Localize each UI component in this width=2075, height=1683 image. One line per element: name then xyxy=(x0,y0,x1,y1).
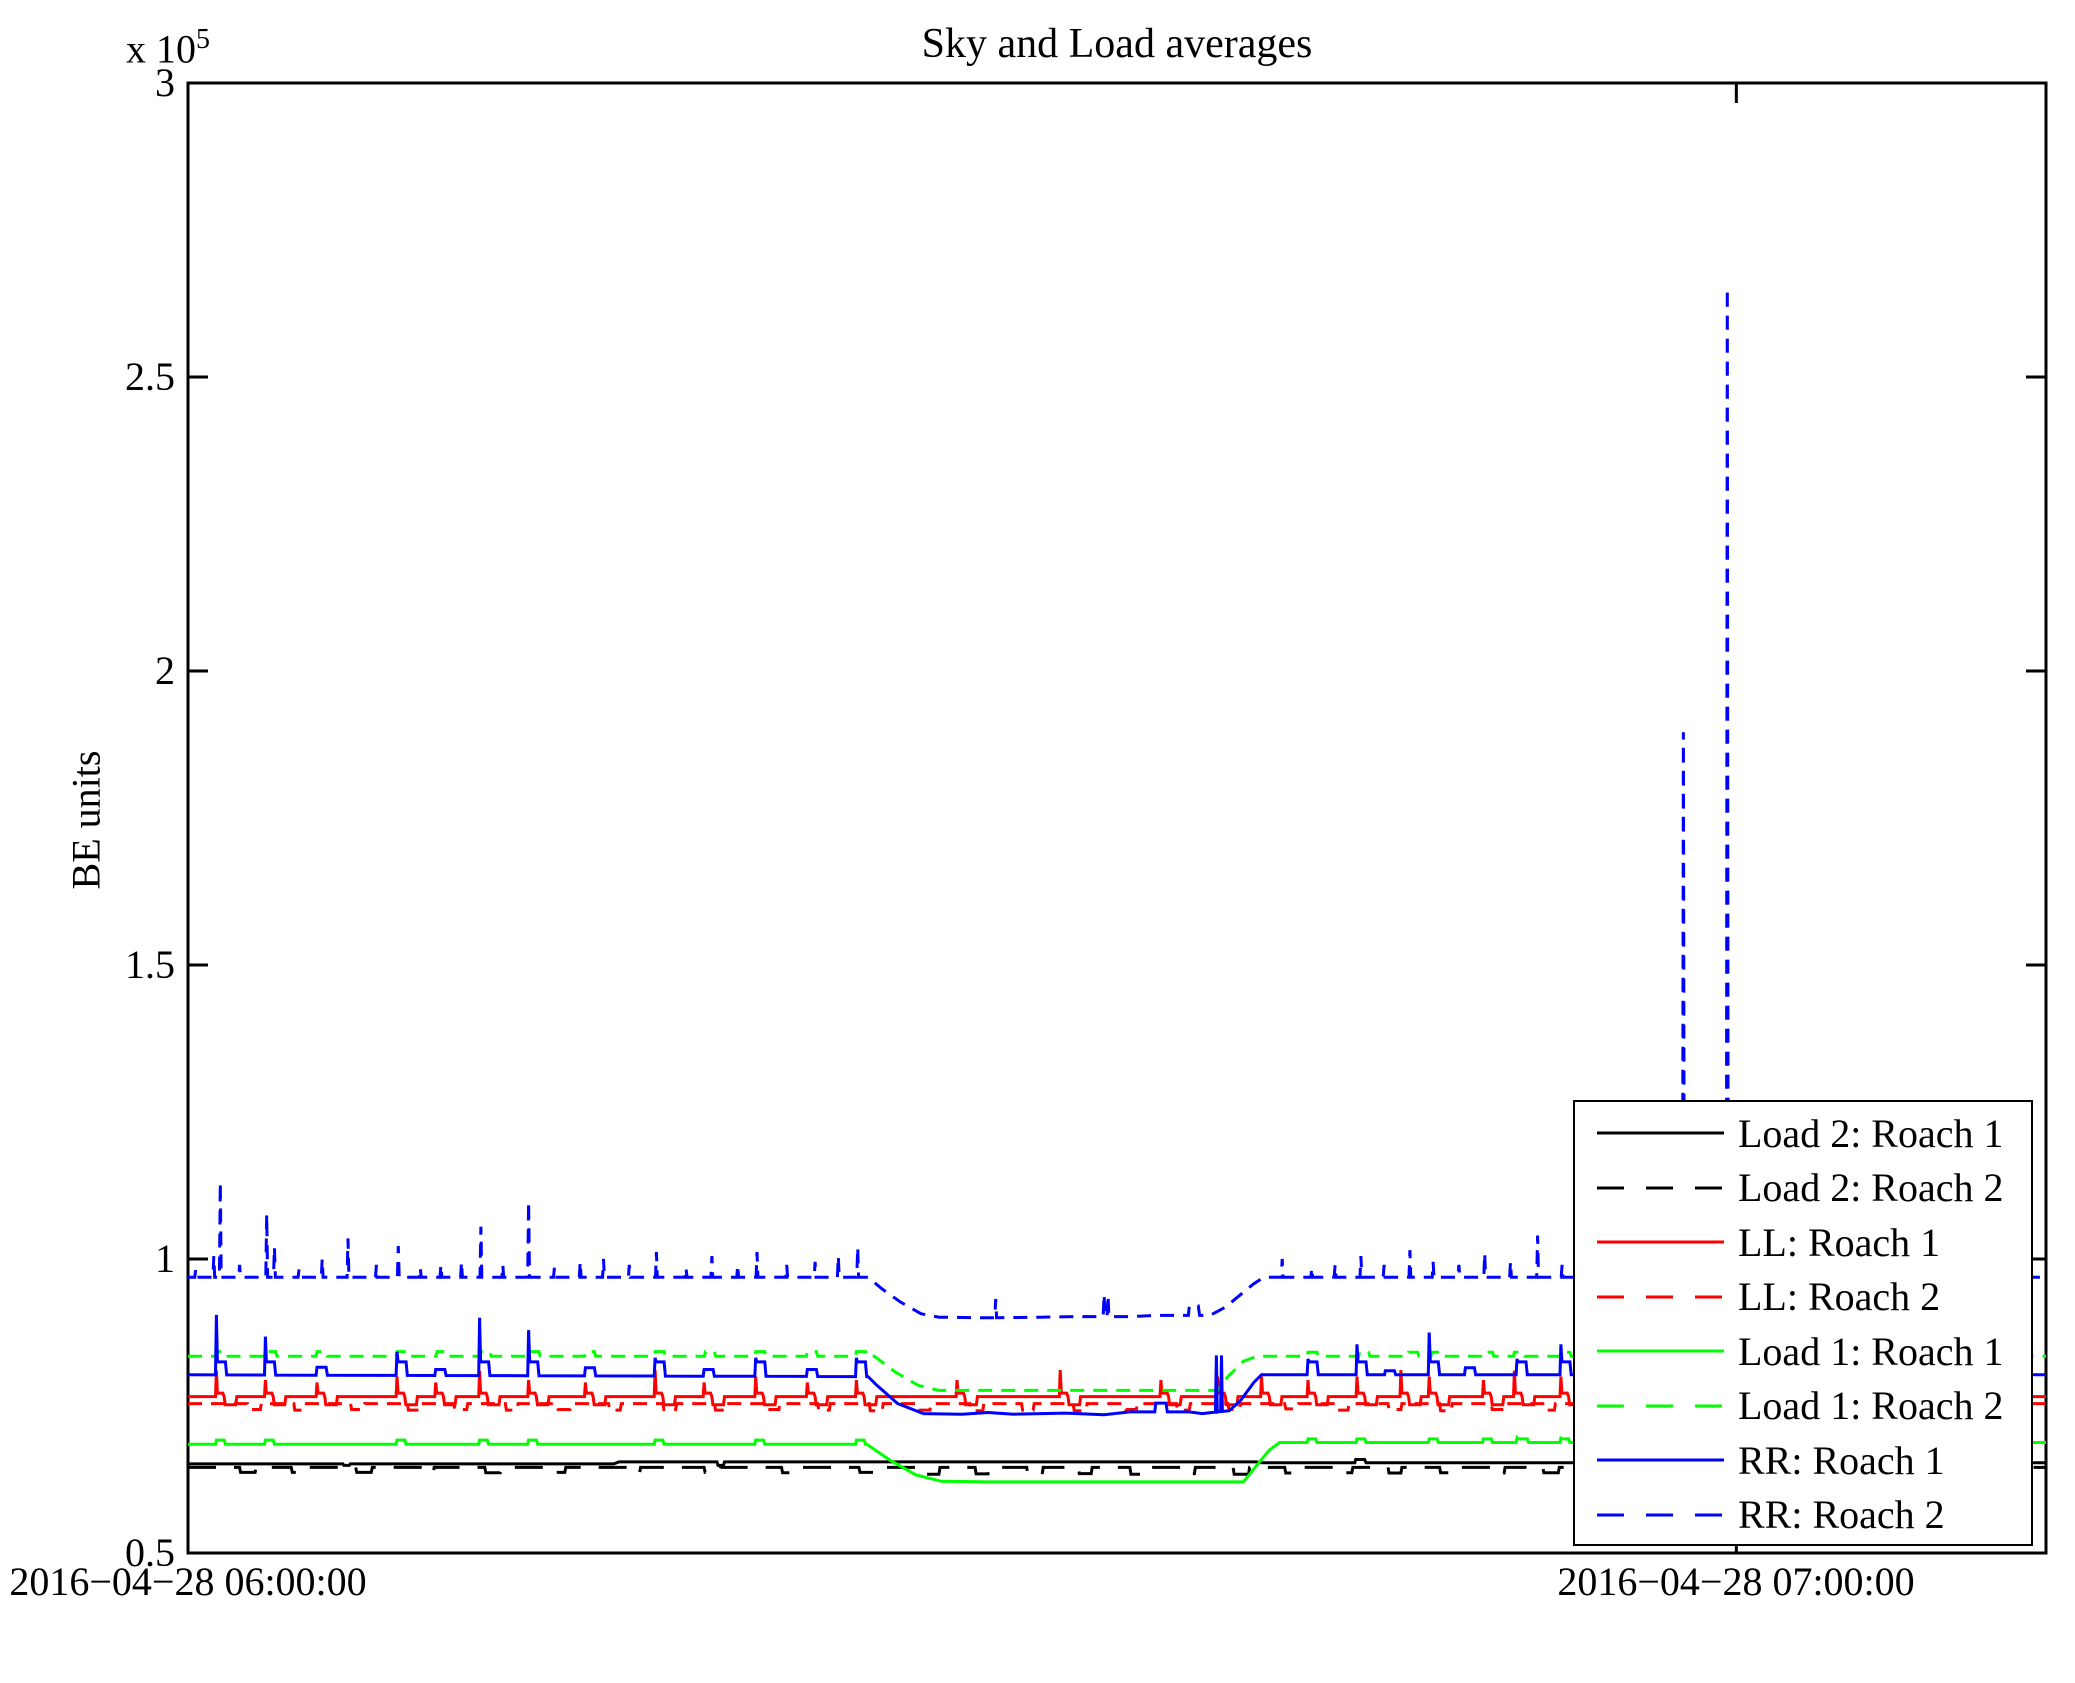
legend-line-sample xyxy=(1597,1404,1724,1408)
y-axis-multiplier: x 105 xyxy=(126,24,210,72)
legend-item-ll-roach1: LL: Roach 1 xyxy=(1575,1215,2031,1270)
series-line-load-1-roach-2 xyxy=(188,1350,2046,1392)
legend-item-load2-roach1: Load 2: Roach 1 xyxy=(1575,1106,2031,1161)
legend-item-load1-roach2: Load 1: Roach 2 xyxy=(1575,1379,2031,1434)
legend-line-sample xyxy=(1597,1240,1724,1244)
series-line-load-2-roach-1 xyxy=(188,1458,2046,1467)
legend-item-label: Load 1: Roach 1 xyxy=(1738,1328,2004,1374)
legend-item-label: LL: Roach 2 xyxy=(1738,1274,1941,1320)
y-tick-label-2.5: 2.5 xyxy=(125,354,175,399)
chart-title: Sky and Load averages xyxy=(921,21,1313,67)
legend-item-label: Load 2: Roach 1 xyxy=(1738,1110,2004,1156)
y-tick-label-0.5: 0.5 xyxy=(125,1530,175,1575)
legend-item-load2-roach2: Load 2: Roach 2 xyxy=(1575,1161,2031,1216)
x-tick-label-0700: 2016−04−28 07:00:00 xyxy=(1557,1559,1915,1604)
legend-line-sample xyxy=(1597,1186,1724,1190)
legend-item-rr-roach2: RR: Roach 2 xyxy=(1575,1488,2031,1543)
y-tick-label-1.5: 1.5 xyxy=(125,942,175,987)
y-tick-label-2: 2 xyxy=(155,648,175,693)
legend-item-label: Load 1: Roach 2 xyxy=(1738,1383,2004,1429)
legend-line-sample xyxy=(1597,1349,1724,1353)
y-axis-multiplier-exponent: 5 xyxy=(196,24,210,55)
x-tick-label-0600: 2016−04−28 06:00:00 xyxy=(9,1559,367,1604)
legend-line-sample xyxy=(1597,1295,1724,1299)
legend-line-sample xyxy=(1597,1131,1724,1135)
y-axis-multiplier-base: x 10 xyxy=(126,26,196,72)
legend-item-ll-roach2: LL: Roach 2 xyxy=(1575,1270,2031,1325)
legend-item-label: RR: Roach 2 xyxy=(1738,1492,1945,1538)
legend: Load 2: Roach 1 Load 2: Roach 2 LL: Roac… xyxy=(1573,1100,2033,1546)
legend-line-sample xyxy=(1597,1458,1724,1462)
y-tick-label-1: 1 xyxy=(155,1236,175,1281)
legend-item-label: LL: Roach 1 xyxy=(1738,1219,1941,1265)
axes-box xyxy=(186,81,2048,1555)
legend-item-label: Load 2: Roach 2 xyxy=(1738,1165,2004,1211)
y-axis-label: BE units xyxy=(63,750,109,890)
y-tick-label-3: 3 xyxy=(155,60,175,105)
legend-item-load1-roach1: Load 1: Roach 1 xyxy=(1575,1324,2031,1379)
legend-line-sample xyxy=(1597,1513,1724,1517)
legend-item-rr-roach1: RR: Roach 1 xyxy=(1575,1433,2031,1488)
legend-item-label: RR: Roach 1 xyxy=(1738,1437,1945,1483)
